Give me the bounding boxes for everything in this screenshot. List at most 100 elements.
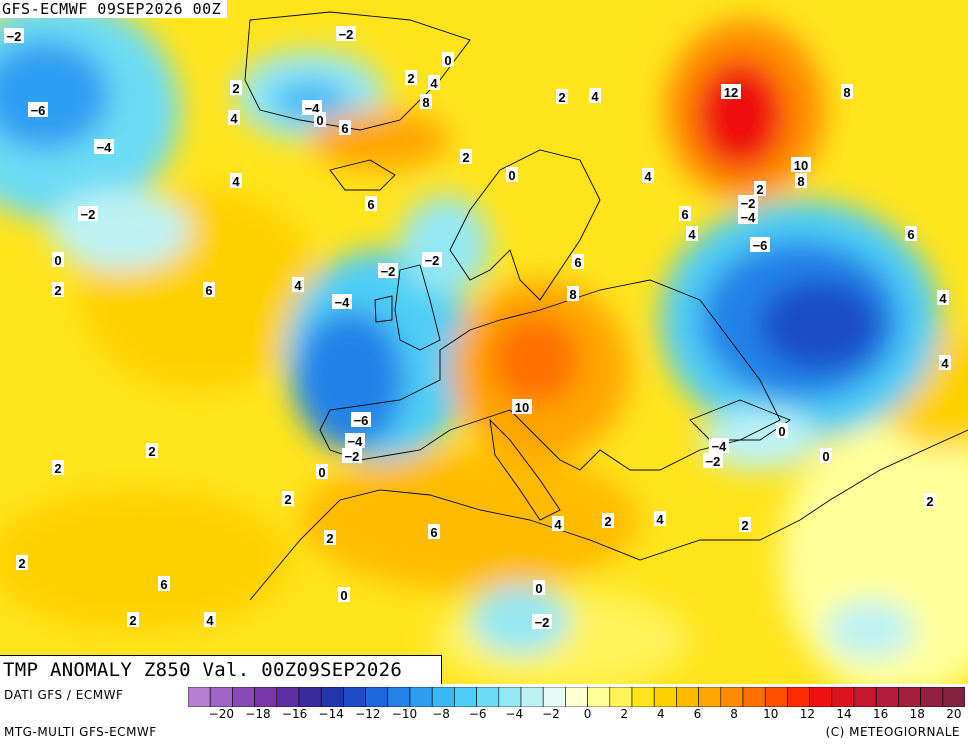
contour-label: 4: [937, 290, 949, 306]
contour-label-text: −4: [712, 439, 728, 454]
contour-label: 2: [324, 530, 336, 546]
color-scale-tick-label: 18: [909, 707, 925, 721]
contour-label: 6: [339, 120, 351, 136]
contour-label-text: −4: [335, 295, 351, 310]
contour-label: −2: [4, 28, 24, 44]
contour-label-text: 4: [656, 512, 664, 527]
contour-label: 2: [282, 491, 294, 507]
color-scale-swatch: [254, 687, 278, 707]
contour-label: 4: [686, 226, 698, 242]
color-scale-tick-label: −8: [432, 707, 450, 721]
contour-label-text: −2: [7, 29, 22, 44]
color-scale-tick-label: −4: [505, 707, 524, 721]
contour-label: 6: [905, 226, 917, 242]
contour-label-text: −6: [31, 103, 46, 118]
contour-label: 0: [820, 448, 832, 464]
anomaly-field: [0, 0, 968, 684]
contour-label-text: −4: [741, 210, 757, 225]
color-scale-swatch: [875, 687, 899, 707]
contour-label: 4: [939, 355, 951, 371]
color-scale-swatch: [676, 687, 699, 707]
contour-label: −4: [738, 209, 758, 225]
contour-label: 4: [230, 173, 242, 189]
contour-label-text: −2: [345, 449, 360, 464]
contour-label-text: −2: [381, 264, 396, 279]
contour-label-text: 8: [797, 174, 804, 189]
color-scale-tick-label: −12: [355, 707, 381, 721]
contour-label: 8: [567, 286, 579, 302]
contour-label: 4: [292, 277, 304, 293]
contour-label: 8: [841, 84, 853, 100]
color-scale-tick-label: 0: [583, 707, 592, 721]
contour-label: 0: [506, 167, 518, 183]
color-scale-tick-label: −18: [245, 707, 271, 721]
contour-label: 2: [739, 517, 751, 533]
color-scale-swatch: [454, 687, 477, 707]
contour-label: 4: [228, 110, 240, 126]
color-scale-swatch: [343, 687, 366, 707]
color-scale-swatch: [698, 687, 722, 707]
contour-label: 0: [316, 464, 328, 480]
contour-label: 2: [924, 493, 936, 509]
color-scale-swatch: [764, 687, 788, 707]
color-scale-tick-label: −10: [391, 707, 418, 721]
contour-label: 2: [146, 443, 158, 459]
contour-label-text: 2: [604, 514, 611, 529]
color-scale-swatch: [298, 687, 322, 707]
contour-label-text: 4: [941, 356, 949, 371]
contour-label-text: 2: [18, 556, 25, 571]
contour-label-text: 8: [422, 95, 429, 110]
contour-label-text: 4: [232, 174, 240, 189]
color-scale-tick-label: −14: [318, 707, 344, 721]
color-scale-swatch: [809, 687, 833, 707]
contour-label: 0: [314, 112, 326, 128]
color-scale-swatch: [831, 687, 855, 707]
color-scale-swatch: [565, 687, 588, 707]
color-scale-swatch: [498, 687, 522, 707]
contour-label-text: −2: [741, 196, 756, 211]
contour-label-text: 6: [367, 197, 374, 212]
color-scale-tick-label: 10: [763, 707, 779, 721]
contour-label: −2: [532, 614, 552, 630]
contour-label-text: 6: [681, 207, 688, 222]
data-source-label: DATI GFS / ECMWF: [4, 688, 124, 702]
color-scale-swatch: [409, 687, 433, 707]
contour-label: 6: [679, 206, 691, 222]
contour-label: 2: [602, 513, 614, 529]
contour-label: 2: [127, 612, 139, 628]
color-scale-tick-label: 8: [730, 707, 738, 721]
contour-label: 6: [428, 524, 440, 540]
color-scale-tick-label: −16: [281, 707, 308, 721]
contour-label: 8: [795, 173, 807, 189]
contour-label: 4: [204, 612, 216, 628]
contour-label-text: 4: [591, 89, 599, 104]
contour-label-text: 2: [558, 90, 565, 105]
contour-label: 2: [556, 89, 568, 105]
contour-label: 10: [791, 157, 811, 173]
contour-label-text: 2: [54, 283, 61, 298]
contour-label-text: 2: [326, 531, 333, 546]
contour-label: 8: [420, 94, 432, 110]
contour-label: 4: [654, 511, 666, 527]
contour-label: −6: [750, 237, 770, 253]
contour-label: −2: [738, 195, 758, 211]
contour-label-text: 2: [129, 613, 136, 628]
contour-label: 0: [338, 587, 350, 603]
contour-label: 4: [642, 168, 654, 184]
contour-label-text: 10: [515, 400, 529, 415]
contour-label: −2: [703, 453, 723, 469]
color-scale-swatch: [609, 687, 633, 707]
contour-label: 6: [203, 282, 215, 298]
contour-label-text: 2: [741, 518, 748, 533]
color-scale-swatch: [232, 687, 255, 707]
color-scale-swatch: [276, 687, 300, 707]
contour-label-text: 4: [939, 291, 947, 306]
color-scale-swatch: [920, 687, 944, 707]
color-scale-tick-label: −20: [208, 707, 234, 721]
contour-label-text: 6: [205, 283, 212, 298]
color-scale-swatch: [653, 687, 677, 707]
color-scale-tick-label: 16: [872, 707, 889, 721]
contour-label-text: 4: [430, 76, 438, 91]
color-scale-swatch: [853, 687, 877, 707]
color-scale-swatch: [320, 687, 344, 707]
